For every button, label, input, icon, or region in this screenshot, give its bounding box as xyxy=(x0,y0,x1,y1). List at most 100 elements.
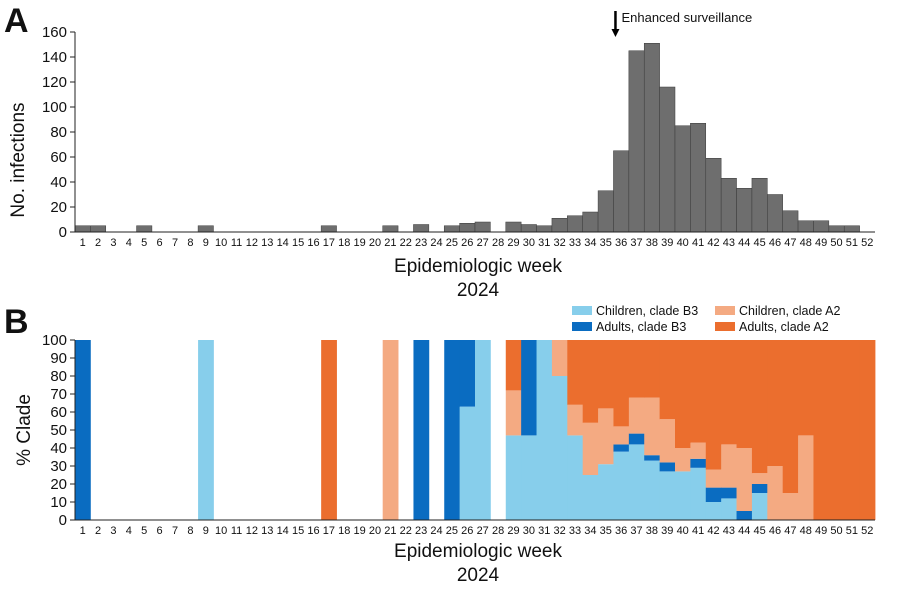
panel-a-x-tick-label: 5 xyxy=(141,237,147,249)
panel-a-x-tick-label: 31 xyxy=(538,237,550,249)
panel-b-x-tick-label: 11 xyxy=(231,525,242,537)
infection-bar-week-9 xyxy=(197,225,214,233)
panel-b-y-tick-label: 100 xyxy=(42,332,67,349)
clade-bar-week-50-series-3 xyxy=(828,340,845,520)
panel-a-label: A xyxy=(4,2,29,40)
panel-b-x-tick-label: 7 xyxy=(172,525,178,537)
legend-swatch-children-b3 xyxy=(572,306,592,315)
infection-bar-week-25 xyxy=(443,225,460,233)
infection-bar-week-26 xyxy=(459,223,476,233)
infection-bar-week-37 xyxy=(628,50,645,233)
panel-b-x-tick-label: 50 xyxy=(830,525,842,537)
clade-bar-week-37-series-1 xyxy=(628,433,645,445)
clade-bar-week-35-series-3 xyxy=(598,340,614,409)
panel-b-x-tick-label: 19 xyxy=(353,525,365,537)
panel-a-x-tick-label: 19 xyxy=(353,237,365,249)
clade-bar-week-1-series-1 xyxy=(75,340,91,520)
panel-a-x-tick-label: 38 xyxy=(646,237,658,249)
clade-bar-week-48-series-2 xyxy=(798,435,814,520)
clade-bar-week-34-series-0 xyxy=(582,475,599,520)
panel-b-x-tick-label: 30 xyxy=(523,525,535,537)
panel-a-y-tick-label: 120 xyxy=(42,74,67,91)
panel-b-x-tick-label: 41 xyxy=(692,525,704,537)
panel-b-y-tick-label: 70 xyxy=(50,386,67,403)
panel-b-y-tick-label: 50 xyxy=(50,422,67,439)
panel-b-bars xyxy=(75,340,876,520)
annotation-text: Enhanced surveillance xyxy=(621,10,752,25)
infection-bar-week-30 xyxy=(520,224,537,233)
panel-a-x-tick-label: 51 xyxy=(846,237,858,249)
legend-label-children-a2: Children, clade A2 xyxy=(739,304,841,318)
clade-bar-week-45-series-0 xyxy=(751,493,768,520)
clade-bar-week-44-series-2 xyxy=(736,448,753,511)
panel-a-y-axis-label: No. infections xyxy=(8,102,29,217)
clade-bar-week-30-series-1 xyxy=(521,340,537,436)
panel-a-x-tick-label: 39 xyxy=(661,237,673,249)
clade-bar-week-27-series-0 xyxy=(475,340,491,520)
panel-a-x-tick-label: 20 xyxy=(369,237,381,249)
clade-bar-week-37-series-3 xyxy=(628,340,645,398)
panel-a-y-tick-label: 100 xyxy=(42,99,67,116)
panel-a-x-tick-label: 47 xyxy=(784,237,796,249)
panel-a-y-tick-label: 60 xyxy=(50,149,67,166)
infection-bar-week-40 xyxy=(674,125,691,233)
panel-a-x-tick-label: 24 xyxy=(430,237,442,249)
annotation-arrow-head xyxy=(611,29,620,37)
clade-bar-week-35-series-2 xyxy=(598,408,614,465)
panel-b-x-tick-label: 49 xyxy=(815,525,827,537)
panel-b-x-tick-label: 45 xyxy=(753,525,765,537)
panel-a-x-tick-label: 12 xyxy=(246,237,258,249)
panel-a-x-tick-label: 6 xyxy=(157,237,163,249)
infection-bar-week-21 xyxy=(382,225,399,233)
panel-b-x-tick-label: 5 xyxy=(141,525,147,537)
legend-swatch-adults-b3 xyxy=(572,322,592,331)
clade-bar-week-38-series-3 xyxy=(644,340,661,398)
panel-a-x-tick-label: 8 xyxy=(187,237,193,249)
panel-b-x-tick-label: 9 xyxy=(203,525,209,537)
panel-b-x-tick-label: 18 xyxy=(338,525,350,537)
infection-bar-week-51 xyxy=(843,225,860,233)
panel-a-x-tick-label: 18 xyxy=(338,237,350,249)
clade-bar-week-46-series-3 xyxy=(767,340,784,466)
clade-bar-week-40-series-2 xyxy=(675,448,691,472)
clade-bar-week-31-series-0 xyxy=(536,340,553,520)
infection-bar-week-29 xyxy=(505,221,522,233)
clade-bar-week-40-series-3 xyxy=(675,340,691,448)
panel-b-y-tick-label: 10 xyxy=(50,494,67,511)
panel-a-x-tick-label: 25 xyxy=(446,237,458,249)
panel-b-y-tick-label: 0 xyxy=(59,512,67,529)
clade-bar-week-41-series-1 xyxy=(690,458,707,468)
panel-a-x-tick-label: 42 xyxy=(707,237,719,249)
panel-a-x-tick-label: 37 xyxy=(630,237,642,249)
clade-bar-week-42-series-3 xyxy=(705,340,722,470)
panel-b-x-tick-label: 1 xyxy=(80,525,86,537)
clade-bar-week-23-series-1 xyxy=(413,340,430,520)
panel-a-x-tick-label: 49 xyxy=(815,237,827,249)
panel-b-y-tick-label: 30 xyxy=(50,458,67,475)
panel-b-y-tick-label: 80 xyxy=(50,368,67,385)
panel-a-x-tick-label: 45 xyxy=(753,237,765,249)
infection-bar-week-49 xyxy=(813,220,830,233)
panel-b-x-tick-label: 25 xyxy=(446,525,458,537)
infection-bar-week-45 xyxy=(751,178,768,233)
panel-b-x-tick-label: 13 xyxy=(261,525,273,537)
infection-bar-week-39 xyxy=(659,86,676,233)
clade-bar-week-37-series-0 xyxy=(628,444,645,520)
panel-b-x-tick-label: 44 xyxy=(738,525,750,537)
panel-a-y-tick-label: 140 xyxy=(42,49,67,66)
panel-b-x-tick-label: 2 xyxy=(95,525,101,537)
infection-bar-week-36 xyxy=(613,150,630,233)
panel-a-x-tick-label: 27 xyxy=(477,237,489,249)
panel-a-x-tick-label: 21 xyxy=(384,237,396,249)
panel-b-label: B xyxy=(4,303,29,341)
clade-bar-week-26-series-0 xyxy=(459,406,476,520)
clade-bar-week-34-series-2 xyxy=(582,422,599,475)
panel-a-y-tick-label: 80 xyxy=(50,124,67,141)
panel-b-x-tick-label: 39 xyxy=(661,525,673,537)
clade-bar-week-30-series-0 xyxy=(521,435,537,520)
infection-bar-week-2 xyxy=(90,225,107,233)
panel-b-x-tick-label: 48 xyxy=(800,525,812,537)
panel-a-x-tick-label: 35 xyxy=(600,237,612,249)
